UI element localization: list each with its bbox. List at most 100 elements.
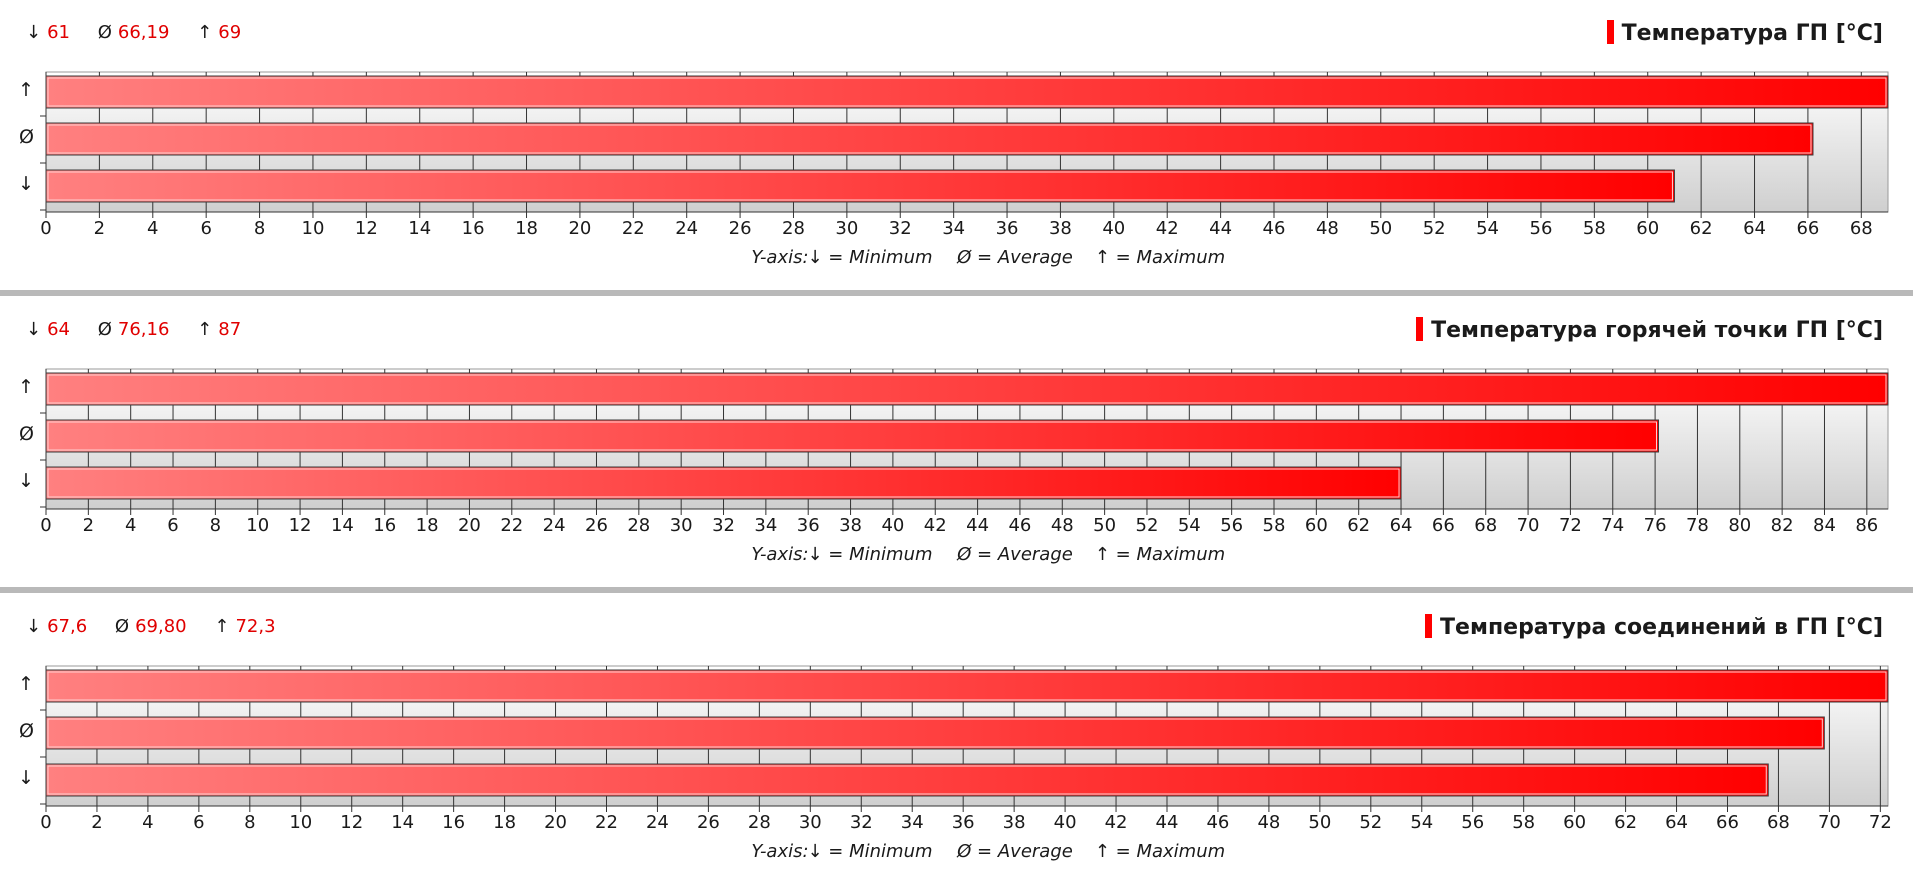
stat-avg-symbol: Ø (97, 22, 112, 43)
x-tick-label: 38 (1049, 218, 1072, 239)
x-tick-label: 52 (1423, 218, 1446, 239)
bar (45, 419, 1659, 453)
x-tick-label: 2 (94, 218, 105, 239)
stat-min-symbol: ↓ (26, 22, 42, 43)
axis-legend-text: Ø = Average (956, 841, 1073, 862)
x-tick-label: 28 (627, 515, 650, 536)
x-tick-label: 12 (289, 515, 312, 536)
x-tick-label: 62 (1690, 218, 1713, 239)
x-tick-label: 66 (1716, 812, 1739, 833)
y-category-label: ↓ (18, 470, 34, 492)
x-tick-label: 0 (40, 812, 51, 833)
x-tick-label: 68 (1850, 218, 1873, 239)
x-tick-label: 14 (391, 812, 414, 833)
x-tick-label: 80 (1728, 515, 1751, 536)
x-tick-label: 0 (40, 515, 51, 536)
x-tick-label: 10 (302, 218, 325, 239)
axis-legend-text: ↑ = Maximum (1095, 544, 1225, 565)
x-tick-label: 46 (1206, 812, 1229, 833)
stat-minimum: ↓ 61 (26, 22, 70, 43)
x-tick-label: 22 (622, 218, 645, 239)
x-tick-label: 16 (373, 515, 396, 536)
bar (45, 169, 1675, 203)
x-tick-label: 30 (835, 218, 858, 239)
stat-max-value: 72,3 (235, 616, 276, 637)
x-tick-label: 18 (493, 812, 516, 833)
x-tick-label: 6 (193, 812, 204, 833)
stats-summary: ↓ 67,6 Ø 69,80 ↑ 72,3 (26, 616, 298, 637)
x-tick-label: 58 (1263, 515, 1286, 536)
x-tick-label: 54 (1410, 812, 1433, 833)
bar-inner-highlight (47, 77, 1887, 107)
x-tick-label: 12 (340, 812, 363, 833)
bar-inner-highlight (47, 374, 1887, 404)
chart-title: Температура ГП [°C] (1606, 20, 1883, 46)
stat-max-value: 87 (218, 319, 242, 340)
stat-minimum: ↓ 64 (26, 319, 70, 340)
x-tick-label: 66 (1796, 218, 1819, 239)
x-tick-label: 0 (40, 218, 51, 239)
axis-legend-text: Ø = Average (956, 544, 1073, 565)
chart-title-text: Температура соединений в ГП [°C] (1440, 615, 1883, 640)
x-tick-label: 26 (585, 515, 608, 536)
axis-legend-text: ↓ = Minimum (807, 247, 932, 268)
panel-divider (0, 290, 1913, 296)
x-tick-label: 32 (889, 218, 912, 239)
stat-average: Ø 69,80 (115, 616, 187, 637)
x-tick-label: 84 (1813, 515, 1836, 536)
bar-inner-highlight (47, 718, 1823, 748)
x-tick-label: 72 (1869, 812, 1892, 833)
x-tick-label: 40 (1102, 218, 1125, 239)
x-tick-label: 24 (646, 812, 669, 833)
bar-inner-highlight (47, 765, 1767, 795)
x-tick-label: 2 (83, 515, 94, 536)
stats-summary: ↓ 64 Ø 76,16 ↑ 87 (26, 319, 263, 340)
x-tick-label: 10 (289, 812, 312, 833)
axis-legend-text: ↑ = Maximum (1095, 841, 1225, 862)
bar-inner-highlight (47, 468, 1400, 498)
x-tick-label: 42 (924, 515, 947, 536)
y-category-label: ↑ (18, 376, 34, 398)
x-tick-label: 22 (595, 812, 618, 833)
bar (45, 466, 1402, 500)
x-tick-label: 74 (1601, 515, 1624, 536)
x-tick-label: 20 (544, 812, 567, 833)
x-tick-label: 64 (1743, 218, 1766, 239)
stat-avg-value: 66,19 (117, 22, 170, 43)
chart-title-text: Температура ГП [°C] (1621, 21, 1883, 46)
x-tick-label: 16 (462, 218, 485, 239)
x-tick-label: 58 (1583, 218, 1606, 239)
series-color-swatch (1416, 317, 1424, 341)
x-tick-label: 50 (1093, 515, 1116, 536)
x-tick-label: 20 (458, 515, 481, 536)
x-tick-label: 78 (1686, 515, 1709, 536)
stat-max-symbol: ↑ (214, 616, 230, 637)
x-tick-label: 16 (442, 812, 465, 833)
axis-legend-text: ↓ = Minimum (807, 841, 932, 862)
chart-title-text: Температура горячей точки ГП [°C] (1431, 318, 1883, 343)
x-tick-label: 34 (942, 218, 965, 239)
x-tick-label: 54 (1178, 515, 1201, 536)
x-tick-label: 24 (675, 218, 698, 239)
y-category-label: ↑ (18, 79, 34, 101)
stat-avg-symbol: Ø (114, 616, 130, 637)
bar-inner-highlight (47, 671, 1887, 701)
x-tick-label: 82 (1771, 515, 1794, 536)
x-tick-label: 6 (200, 218, 211, 239)
chart-panel-hotspot-temperature: ↓ 64 Ø 76,16 ↑ 87 Температура горячей точки… (0, 297, 1913, 583)
x-tick-label: 54 (1476, 218, 1499, 239)
x-tick-label: 58 (1512, 812, 1535, 833)
x-tick-label: 38 (1003, 812, 1026, 833)
x-tick-label: 36 (996, 218, 1019, 239)
bar (45, 763, 1769, 797)
chart-panel-junction-temperature: ↓ 67,6 Ø 69,80 ↑ 72,3 Температура соединени… (0, 594, 1913, 880)
bar (45, 716, 1825, 750)
x-tick-label: 12 (355, 218, 378, 239)
stat-max-symbol: ↑ (197, 22, 213, 43)
x-tick-label: 70 (1818, 812, 1841, 833)
x-tick-label: 86 (1855, 515, 1878, 536)
x-tick-label: 8 (254, 218, 265, 239)
x-tick-label: 72 (1559, 515, 1582, 536)
x-tick-label: 8 (210, 515, 221, 536)
axis-legend-text: ↑ = Maximum (1095, 247, 1225, 268)
